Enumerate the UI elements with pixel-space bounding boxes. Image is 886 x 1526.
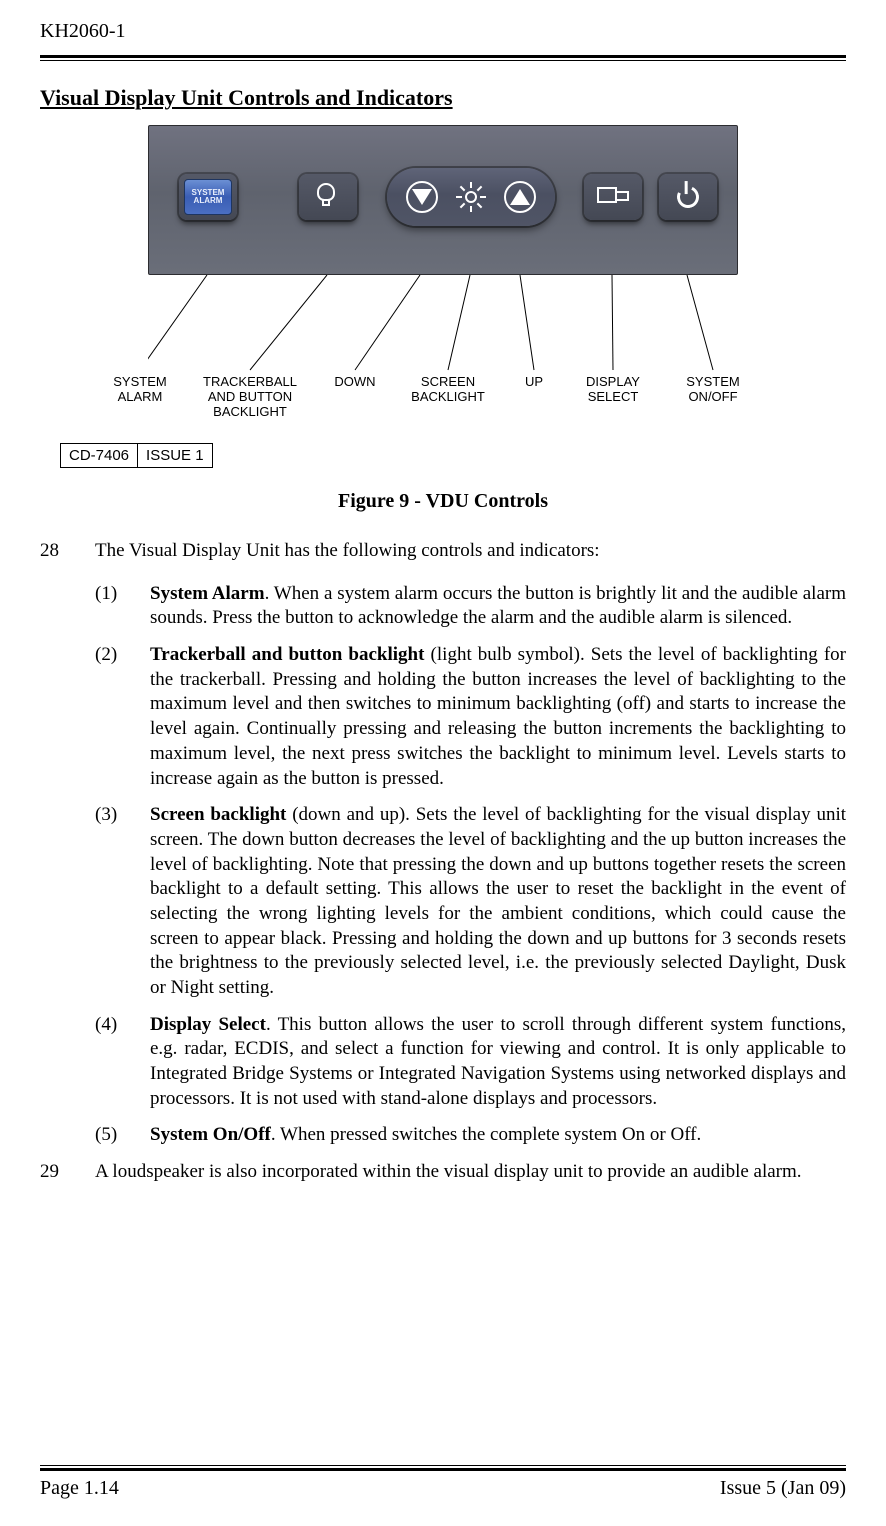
- display-select-button: [584, 174, 642, 220]
- footer-rule-thin: [40, 1465, 846, 1466]
- system-alarm-button: SYSTEM ALARM: [179, 174, 237, 220]
- trackerball-backlight-button: [299, 174, 357, 220]
- header-rule-thin: [40, 60, 846, 61]
- drawing-issue: ISSUE 1: [138, 444, 212, 467]
- list-item-term: System On/Off: [150, 1124, 271, 1145]
- power-icon: [674, 183, 702, 211]
- system-alarm-label-bottom: ALARM: [194, 197, 223, 205]
- footer-rule-thick: [40, 1468, 846, 1471]
- para-number-28: 28: [40, 539, 95, 564]
- down-button: [406, 181, 438, 213]
- figure-caption: Figure 9 - VDU Controls: [40, 490, 846, 513]
- list-item-number: (5): [95, 1123, 150, 1148]
- list-item: (1)System Alarm. When a system alarm occ…: [95, 582, 846, 631]
- drawing-code-box: CD-7406 ISSUE 1: [60, 443, 213, 468]
- list-item-text: (light bulb symbol). Sets the level of b…: [150, 644, 846, 788]
- callout-system-alarm: SYSTEMALARM: [100, 375, 180, 405]
- para-28-intro: The Visual Display Unit has the followin…: [95, 539, 846, 564]
- screen-backlight-group: [387, 168, 555, 226]
- callout-screen-bl: SCREENBACKLIGHT: [398, 375, 498, 405]
- page-footer: Page 1.14 Issue 5 (Jan 09): [40, 1465, 846, 1500]
- vdu-panel: SYSTEM ALARM: [148, 125, 738, 275]
- display-select-icon: [597, 187, 629, 207]
- callout-system-onoff: SYSTEMON/OFF: [668, 375, 758, 405]
- para-number-29: 29: [40, 1160, 95, 1185]
- list-item: (5)System On/Off. When pressed switches …: [95, 1123, 846, 1148]
- para-29-text: A loudspeaker is also incorporated withi…: [95, 1160, 846, 1185]
- sun-icon: [456, 182, 486, 212]
- figure-callouts: SYSTEMALARMTRACKERBALLAND BUTTONBACKLIGH…: [148, 275, 738, 435]
- list-item-number: (4): [95, 1013, 150, 1112]
- list-item: (3)Screen backlight (down and up). Sets …: [95, 803, 846, 1001]
- list-item: (2)Trackerball and button backlight (lig…: [95, 643, 846, 791]
- list-item-text: (down and up). Sets the level of backlig…: [150, 804, 846, 998]
- list-item-term: System Alarm: [150, 583, 265, 604]
- list-item-term: Display Select: [150, 1014, 266, 1035]
- list-item-text: . When pressed switches the complete sys…: [271, 1124, 701, 1145]
- footer-page: Page 1.14: [40, 1477, 119, 1500]
- list-item-number: (2): [95, 643, 150, 791]
- list-item-term: Screen backlight: [150, 804, 286, 825]
- list-item-number: (1): [95, 582, 150, 631]
- list-item-body: System Alarm. When a system alarm occurs…: [150, 582, 846, 631]
- callout-trackerball: TRACKERBALLAND BUTTONBACKLIGHT: [190, 375, 310, 420]
- document-id: KH2060-1: [40, 20, 846, 43]
- footer-issue: Issue 5 (Jan 09): [720, 1477, 846, 1500]
- list-item-body: Screen backlight (down and up). Sets the…: [150, 803, 846, 1001]
- callout-down: DOWN: [320, 375, 390, 390]
- list-item-body: Trackerball and button backlight (light …: [150, 643, 846, 791]
- triangle-down-icon: [412, 189, 432, 205]
- callout-display-sel: DISPLAYSELECT: [568, 375, 658, 405]
- callout-lines: [148, 275, 738, 375]
- body-text: 28 The Visual Display Unit has the follo…: [40, 539, 846, 1185]
- header-rule-thick: [40, 55, 846, 58]
- bulb-icon: [317, 183, 339, 211]
- list-item-body: Display Select. This button allows the u…: [150, 1013, 846, 1112]
- list-item-number: (3): [95, 803, 150, 1001]
- figure-vdu-controls: SYSTEM ALARM: [148, 125, 738, 435]
- list-item: (4)Display Select. This button allows th…: [95, 1013, 846, 1112]
- up-button: [504, 181, 536, 213]
- drawing-code: CD-7406: [61, 444, 138, 467]
- triangle-up-icon: [510, 189, 530, 205]
- callout-up: UP: [514, 375, 554, 390]
- list-item-term: Trackerball and button backlight: [150, 644, 424, 665]
- list-item-body: System On/Off. When pressed switches the…: [150, 1123, 846, 1148]
- system-onoff-button: [659, 174, 717, 220]
- section-title: Visual Display Unit Controls and Indicat…: [40, 85, 846, 111]
